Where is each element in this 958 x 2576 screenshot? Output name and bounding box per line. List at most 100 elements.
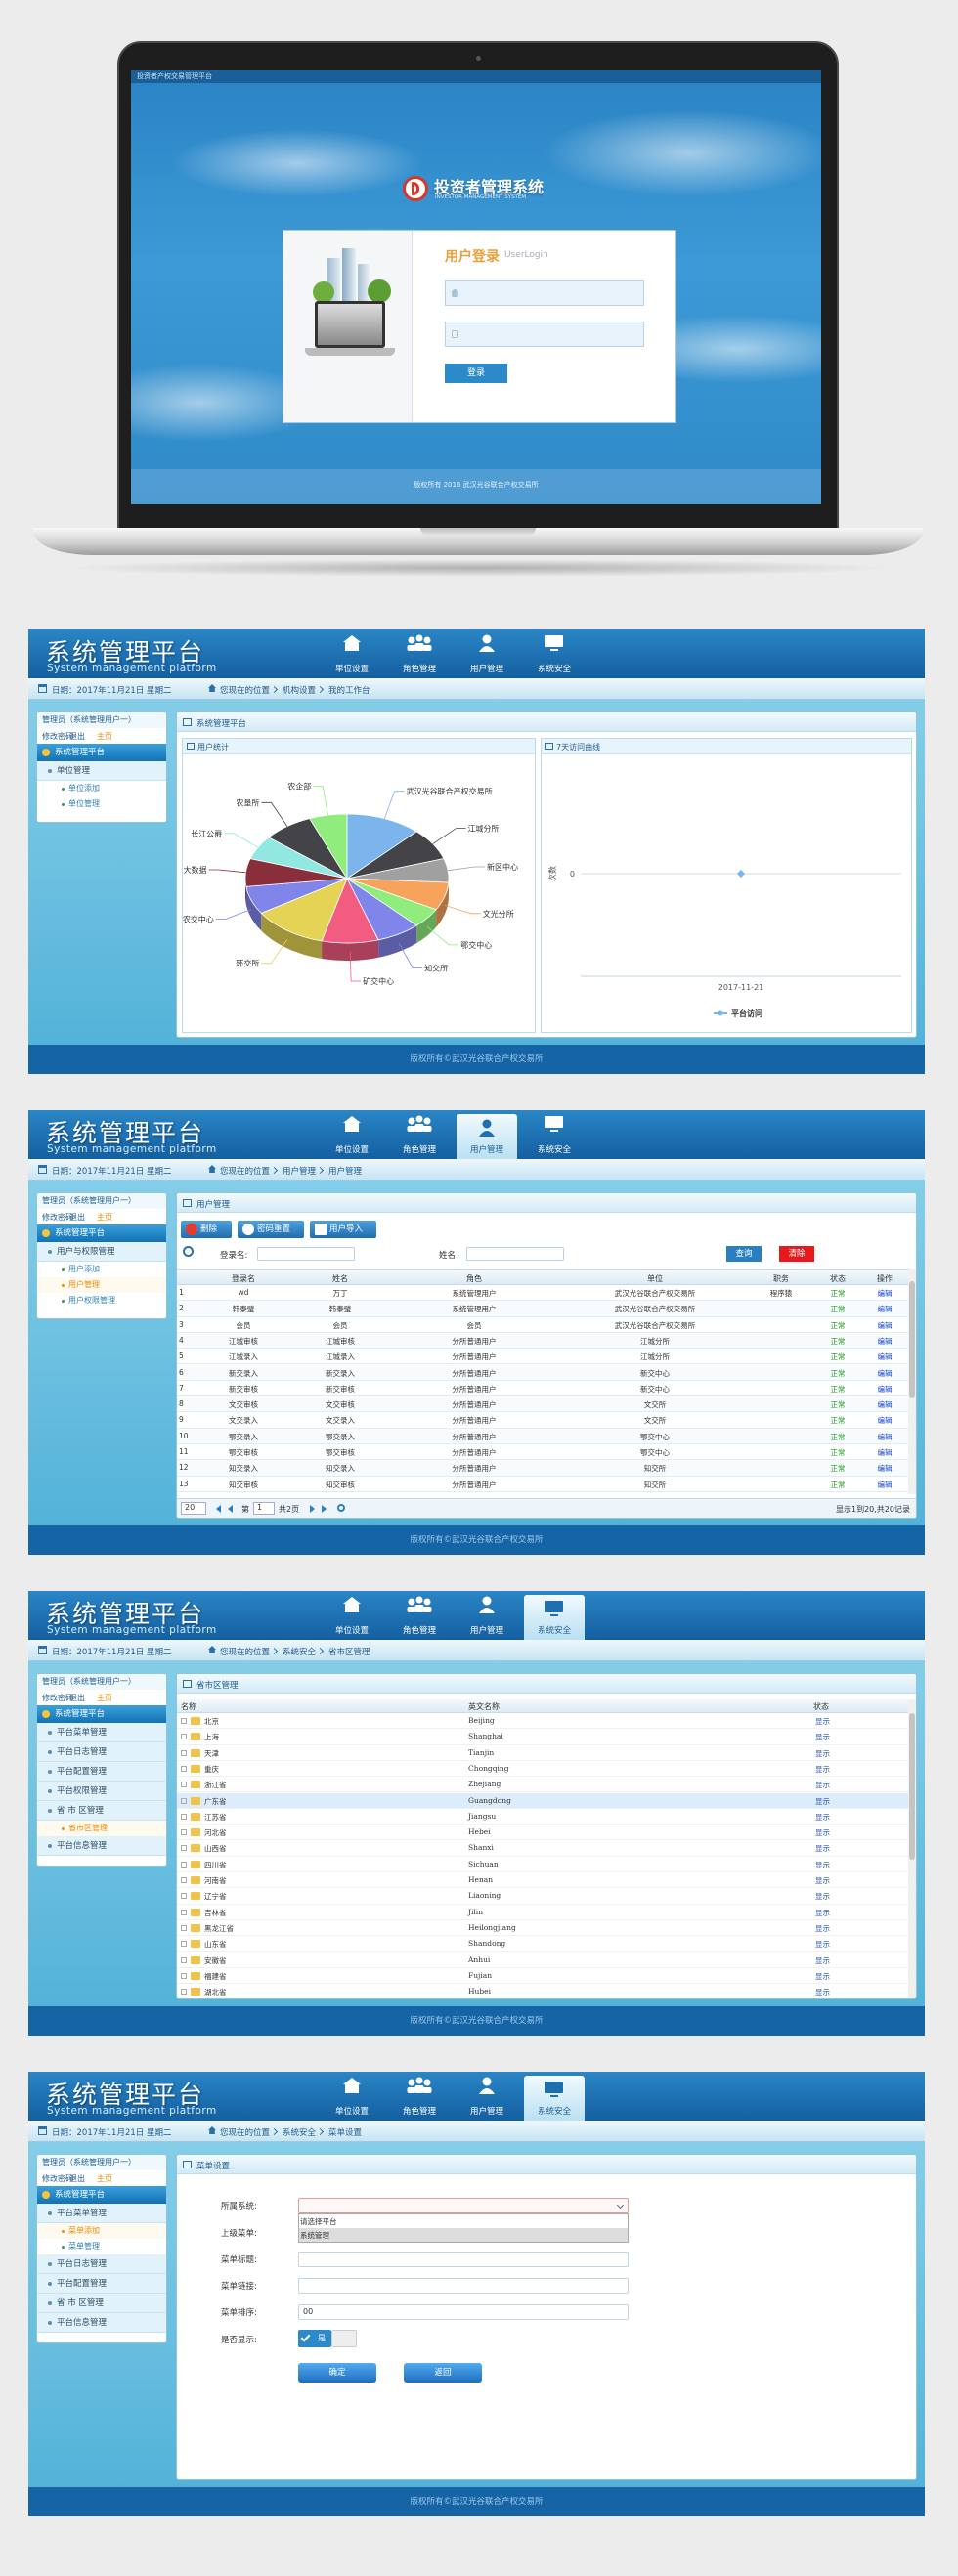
breadcrumb-item[interactable]: 机构设置 [270,686,316,696]
table-row[interactable]: 浙江省 Zhejiang 显示 [177,1777,908,1793]
nav-item[interactable]: 单位设置 [322,1591,382,1640]
menu-root[interactable]: 系统管理平台 [37,2186,166,2204]
cell-op[interactable]: 编辑 [877,1480,893,1489]
username-input[interactable] [445,280,644,306]
breadcrumb-item[interactable]: 省市区管理 [316,1648,370,1657]
field-input[interactable] [298,2252,629,2267]
menu-item[interactable]: 单位管理 [37,796,166,812]
nav-item[interactable]: 单位设置 [322,2072,382,2121]
table-row[interactable]: 河南省 Henan 显示 [177,1872,908,1889]
page-prev[interactable] [228,1505,233,1513]
nav-item[interactable]: 角色管理 [389,2072,450,2121]
nav-item[interactable]: 用户管理 [457,1114,517,1159]
menu-group[interactable]: 平台信息管理 [37,2313,166,2333]
menu-root[interactable]: 系统管理平台 [37,744,166,761]
cell-op[interactable]: 编辑 [877,1416,893,1426]
user-link[interactable]: 主页 [97,732,112,741]
page-size[interactable]: 20 [181,1502,206,1515]
cell-op[interactable]: 编辑 [877,1320,893,1330]
system-select[interactable] [298,2198,629,2213]
expand-toggle[interactable] [181,1877,187,1883]
expand-toggle[interactable] [181,1909,187,1915]
table-row[interactable]: 江苏省 Jiangsu 显示 [177,1808,908,1825]
toolbar-button[interactable]: 删除 [181,1221,232,1238]
table-row[interactable]: 山西省 Shanxi 显示 [177,1840,908,1857]
table-row[interactable]: 河北省 Hebei 显示 [177,1825,908,1841]
nav-item[interactable]: 系统安全 [524,1595,585,1640]
menu-item[interactable]: 单位添加 [37,781,166,796]
menu-group[interactable]: 平台菜单管理 [37,2204,166,2223]
menu-group[interactable]: 省 市 区管理 [37,1801,166,1821]
user-link[interactable]: 主页 [97,1694,112,1702]
menu-group[interactable]: 单位管理 [37,761,166,781]
nav-item[interactable]: 角色管理 [389,629,450,678]
form-button[interactable]: 返回 [404,2363,482,2383]
nav-item[interactable]: 用户管理 [457,629,517,678]
page-input[interactable]: 1 [253,1502,275,1515]
menu-root[interactable]: 系统管理平台 [37,1705,166,1723]
cell-op[interactable]: 编辑 [877,1336,893,1346]
toolbar-button[interactable]: 用户导入 [310,1221,376,1238]
menu-group[interactable]: 省 市 区管理 [37,2294,166,2313]
menu-group[interactable]: 平台信息管理 [37,1836,166,1856]
menu-group[interactable]: 平台菜单管理 [37,1723,166,1742]
menu-group[interactable]: 用户与权限管理 [37,1242,166,1262]
expand-toggle[interactable] [181,1797,187,1804]
nav-item[interactable]: 系统安全 [524,629,585,678]
user-link[interactable]: 退出 [69,2174,85,2183]
menu-group[interactable]: 平台配置管理 [37,1762,166,1782]
menu-group[interactable]: 平台日志管理 [37,1742,166,1762]
toolbar-button[interactable]: 密码重置 [238,1221,304,1238]
breadcrumb-item[interactable]: 我的工作台 [316,686,370,696]
cell-op[interactable]: 编辑 [877,1289,893,1298]
user-link[interactable]: 修改密码 [42,1213,73,1222]
table-row[interactable]: 安徽省 Anhui 显示 [177,1952,908,1968]
page-next[interactable] [310,1505,315,1513]
menu-item[interactable]: 用户添加 [37,1262,166,1277]
nav-item[interactable]: 系统安全 [524,2076,585,2121]
expand-toggle[interactable] [181,1972,187,1979]
cell-op[interactable]: 编辑 [877,1432,893,1441]
show-toggle[interactable]: 是 [298,2330,331,2347]
cell-op[interactable]: 编辑 [877,1352,893,1362]
cell-op[interactable]: 编辑 [877,1400,893,1410]
breadcrumb-item[interactable]: 用户管理 [316,1167,362,1177]
table-row[interactable]: 上海 Shanghai 显示 [177,1729,908,1745]
cell-op[interactable]: 编辑 [877,1448,893,1457]
table-row[interactable]: 广东省 Guangdong 显示 [177,1792,908,1809]
search-input[interactable] [466,1247,564,1261]
menu-item[interactable]: 菜单管理 [37,2239,166,2254]
expand-toggle[interactable] [181,1941,187,1948]
search-button[interactable]: 清除 [779,1246,814,1262]
menu-item[interactable]: 菜单添加 [37,2223,166,2239]
menu-item[interactable]: 用户管理 [37,1277,166,1293]
table-row[interactable]: 天津 Tianjin 显示 [177,1744,908,1761]
table-row[interactable]: 黑龙江省 Heilongjiang 显示 [177,1919,908,1937]
cell-op[interactable]: 编辑 [877,1368,893,1378]
menu-group[interactable]: 平台权限管理 [37,1782,166,1801]
cell-op[interactable]: 编辑 [877,1464,893,1474]
nav-item[interactable]: 用户管理 [457,1591,517,1640]
menu-group[interactable]: 平台配置管理 [37,2274,166,2294]
user-link[interactable]: 修改密码 [42,732,73,741]
user-link[interactable]: 退出 [69,732,85,741]
table-row[interactable]: 福建省 Fujian 显示 [177,1967,908,1985]
user-link[interactable]: 退出 [69,1213,85,1222]
expand-toggle[interactable] [181,1893,187,1900]
breadcrumb-item[interactable]: 系统安全 [270,2128,316,2138]
page-first[interactable] [216,1505,221,1513]
expand-toggle[interactable] [181,1924,187,1931]
page-last[interactable] [322,1505,327,1513]
form-button[interactable]: 确定 [298,2363,376,2383]
nav-item[interactable]: 单位设置 [322,1110,382,1159]
user-link[interactable]: 修改密码 [42,1694,73,1702]
field-input[interactable]: 00 [298,2304,629,2320]
breadcrumb-item[interactable]: 系统安全 [270,1648,316,1657]
search-button[interactable]: 查询 [726,1246,762,1262]
expand-toggle[interactable] [181,1782,187,1788]
cell-op[interactable]: 编辑 [877,1384,893,1394]
menu-root[interactable]: 系统管理平台 [37,1224,166,1242]
expand-toggle[interactable] [181,1956,187,1963]
nav-item[interactable]: 用户管理 [457,2072,517,2121]
expand-toggle[interactable] [181,1861,187,1868]
